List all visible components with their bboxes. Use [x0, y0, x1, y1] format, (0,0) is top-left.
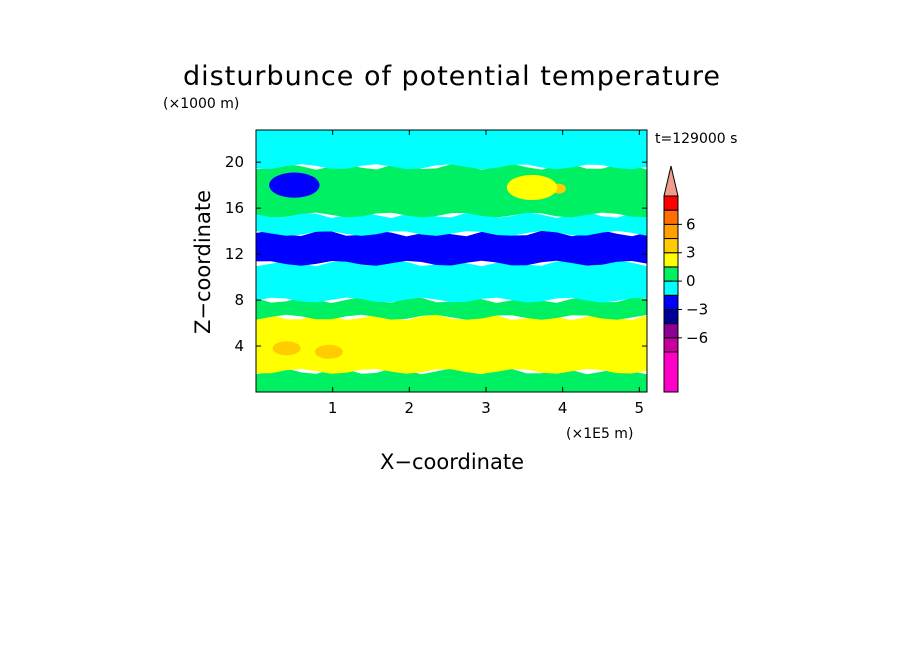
x-tick-label: 2	[405, 399, 415, 417]
colorbar-label: −6	[686, 329, 708, 347]
colorbar: 6 3 0 −3 −6	[663, 165, 708, 393]
x-tick-label: 5	[635, 399, 645, 417]
y-axis-label: Z−coordinate	[191, 190, 215, 334]
colorbar-box	[663, 238, 679, 254]
y-tick-label: 20	[225, 153, 244, 171]
colorbar-box	[663, 308, 679, 325]
contour-feature	[269, 172, 320, 198]
colorbar-box	[663, 252, 679, 268]
colorbar-label: 0	[686, 272, 696, 290]
x-axis-ticks: 1 2 3 4 5	[328, 130, 644, 417]
plot-frame	[255, 129, 648, 393]
contour-band	[256, 163, 647, 218]
colorbar-box	[663, 195, 679, 211]
y-tick-label: 4	[234, 337, 244, 355]
colorbar-box	[663, 323, 679, 339]
contour-band	[256, 212, 647, 236]
plot-area	[256, 130, 647, 392]
y-unit-label: (×1000 m)	[163, 96, 239, 112]
colorbar-arrow	[663, 165, 679, 197]
colorbar-box	[663, 280, 679, 296]
contour-band	[256, 297, 647, 320]
x-axis-label: X−coordinate	[380, 450, 524, 474]
x-unit-label: (×1E5 m)	[566, 426, 633, 442]
y-tick-label: 8	[234, 291, 244, 309]
x-tick-label: 4	[558, 399, 568, 417]
colorbar-label: −3	[686, 300, 708, 318]
contour-feature	[506, 174, 558, 201]
colorbar-box	[663, 209, 679, 225]
y-tick-label: 16	[225, 199, 244, 217]
contour-band	[256, 314, 647, 374]
colorbar-box	[663, 337, 679, 353]
contour-band	[256, 368, 647, 392]
x-tick-label: 1	[328, 399, 338, 417]
y-tick-label: 12	[225, 245, 244, 263]
contour-band	[256, 130, 647, 170]
contour-band	[256, 230, 647, 266]
x-tick-label: 3	[481, 399, 491, 417]
colorbar-label: 6	[686, 215, 696, 233]
colorbar-label: 3	[686, 244, 696, 262]
y-axis-ticks: 4 8 12 16 20	[225, 153, 647, 355]
contour-feature	[272, 341, 301, 356]
colorbar-box	[663, 223, 679, 240]
colorbar-box	[663, 351, 679, 393]
time-label: t=129000 s	[655, 131, 737, 147]
colorbar-box	[663, 294, 679, 310]
colorbar-box	[663, 266, 679, 282]
contour-feature	[314, 344, 343, 359]
contour-band	[256, 260, 647, 303]
chart-title: disturbunce of potential temperature	[183, 61, 721, 92]
